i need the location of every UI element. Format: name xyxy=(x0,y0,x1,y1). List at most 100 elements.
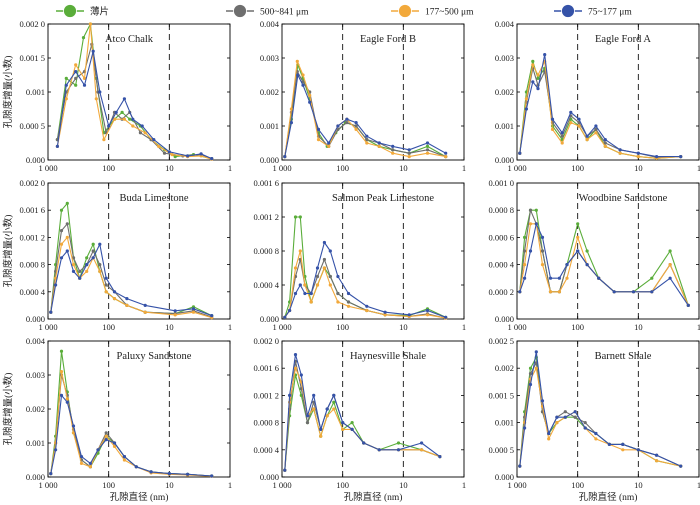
data-point xyxy=(74,63,78,67)
panel-title: Eagle Ford B xyxy=(360,34,416,45)
data-point xyxy=(365,134,369,138)
series-line xyxy=(50,236,212,319)
data-point xyxy=(341,421,345,425)
panel: 1 000 100 10 1 0.000 0.000 2 0.000 4 0.000 6 0.0… xyxy=(489,178,700,332)
series-line xyxy=(56,23,212,160)
data-point xyxy=(594,131,598,135)
data-point xyxy=(293,215,298,219)
data-point xyxy=(523,426,527,430)
data-point xyxy=(425,151,430,155)
y-tick-label: 0.001 xyxy=(495,121,514,131)
series xyxy=(283,353,442,472)
data-point xyxy=(299,373,303,377)
panel: 1 000 100 10 1 0.000 0.000 4 0.000 8 0.001 2 0.0… xyxy=(20,178,233,332)
data-point xyxy=(534,366,538,370)
data-point xyxy=(540,399,545,403)
data-point xyxy=(173,309,177,313)
data-point xyxy=(309,291,313,296)
y-tick-label: 0.000 5 xyxy=(20,121,46,131)
data-point xyxy=(668,263,672,267)
data-point xyxy=(104,276,108,280)
x-tick-label: 1 000 xyxy=(272,480,291,490)
data-point xyxy=(594,124,598,128)
data-point xyxy=(332,393,336,397)
series-line xyxy=(284,60,446,158)
data-point xyxy=(565,276,569,280)
data-point xyxy=(71,269,76,273)
data-point xyxy=(636,155,640,159)
data-point xyxy=(315,283,320,287)
data-point xyxy=(345,117,349,121)
data-point xyxy=(540,249,545,253)
data-point xyxy=(55,144,60,148)
data-point xyxy=(173,313,177,317)
y-tick-label: 0.000 8 xyxy=(489,205,515,215)
data-point xyxy=(125,297,129,301)
data-point xyxy=(444,315,448,319)
series xyxy=(518,366,683,468)
panel-title: Salmon Peak Limestone xyxy=(332,193,434,204)
x-tick-label: 1 000 xyxy=(507,163,526,173)
y-tick-label: 0.000 xyxy=(495,472,514,482)
y-tick-label: 0.001 xyxy=(26,438,45,448)
x-tick-label: 1 000 xyxy=(272,322,291,332)
data-point xyxy=(576,249,580,253)
data-point xyxy=(322,240,326,245)
data-point xyxy=(104,290,108,294)
data-point xyxy=(594,431,598,436)
data-point xyxy=(557,290,562,294)
y-tick-label: 0.000 2 xyxy=(489,287,515,297)
data-point xyxy=(365,304,369,308)
data-point xyxy=(308,93,312,97)
data-point xyxy=(91,242,95,246)
y-tick-label: 0.002 0 xyxy=(20,19,46,29)
data-point xyxy=(54,283,58,287)
panel-frame xyxy=(516,340,700,478)
y-tick-label: 0.001 xyxy=(26,87,45,97)
data-point xyxy=(308,100,312,104)
legend-label: 75~177 μm xyxy=(588,8,632,18)
x-axis-label: 孔隙直径 (nm) xyxy=(579,491,638,503)
data-point xyxy=(59,349,64,353)
series xyxy=(518,361,683,468)
data-point xyxy=(107,124,111,128)
data-point xyxy=(327,141,331,145)
panel-frame xyxy=(516,182,700,320)
series-line xyxy=(50,202,212,317)
series-line xyxy=(284,241,446,318)
data-point xyxy=(78,276,82,280)
data-point xyxy=(303,291,307,296)
data-point xyxy=(365,308,369,313)
data-point xyxy=(91,249,95,253)
x-tick-label: 10 xyxy=(634,480,643,490)
data-point xyxy=(199,152,203,156)
series-line xyxy=(50,243,212,317)
data-point xyxy=(138,131,142,135)
y-tick-label: 0.000 5 xyxy=(489,445,515,455)
series-line xyxy=(519,223,689,306)
data-point xyxy=(563,410,567,414)
panel: 1 000 100 10 1 0.000 0.001 0.002 0.003 0.004 Palu… xyxy=(26,336,232,490)
data-point xyxy=(325,414,329,418)
x-tick-label: 100 xyxy=(336,163,349,173)
data-point xyxy=(336,274,340,279)
series-line xyxy=(284,71,446,158)
x-tick-label: 1 000 xyxy=(507,322,526,332)
data-point xyxy=(548,276,553,280)
series xyxy=(518,222,690,307)
data-point xyxy=(59,229,64,233)
data-point xyxy=(425,148,430,152)
data-point xyxy=(288,308,292,313)
x-tick-label: 100 xyxy=(336,322,349,332)
data-point xyxy=(173,155,177,159)
y-tick-label: 0.000 8 xyxy=(254,246,280,256)
data-point xyxy=(336,300,340,304)
data-point xyxy=(59,242,64,246)
data-point xyxy=(391,148,395,152)
data-point xyxy=(550,127,555,131)
data-point xyxy=(322,257,326,262)
data-point xyxy=(301,83,305,87)
data-point xyxy=(59,370,64,374)
y-tick-label: 0.001 6 xyxy=(254,178,280,188)
data-point xyxy=(112,444,117,448)
